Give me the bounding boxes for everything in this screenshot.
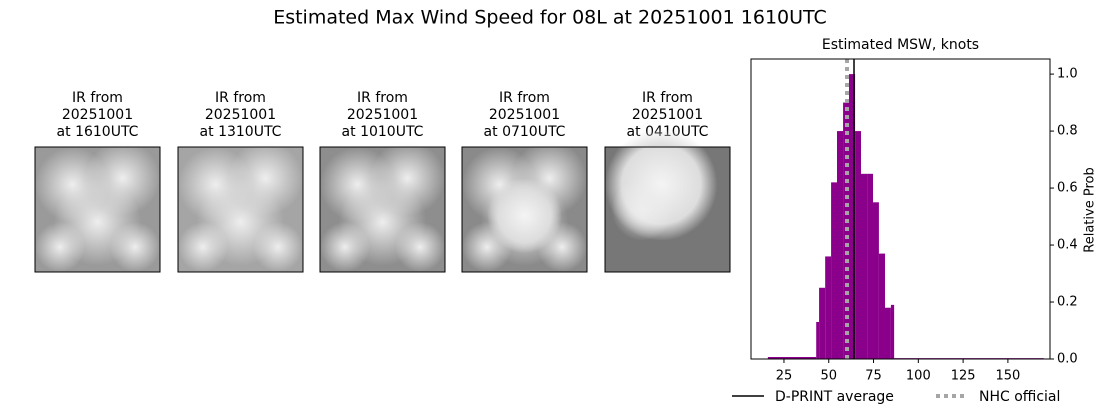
x-tick-label: 150 <box>995 369 1020 384</box>
panel-caption: IR from <box>215 90 266 106</box>
bar <box>878 253 886 359</box>
panel-caption: IR from <box>357 90 408 106</box>
image-frame <box>461 146 588 273</box>
cloud <box>253 222 303 272</box>
ir-image <box>604 128 731 273</box>
image-frame <box>177 146 304 273</box>
plot-frame <box>750 58 1051 360</box>
bar <box>816 321 820 359</box>
cloud <box>110 222 160 272</box>
panel-caption: 20251001 <box>62 107 133 123</box>
image-frame <box>604 146 731 273</box>
panel-caption: at 1010UTC <box>342 124 424 140</box>
y-tick-label: 0.0 <box>1057 352 1078 367</box>
panel-caption: 20251001 <box>632 107 703 123</box>
x-tick-label: 50 <box>820 369 837 384</box>
y-tick-label: 1.0 <box>1057 67 1078 82</box>
panel-caption: at 1610UTC <box>57 124 139 140</box>
y-tick-label: 0.8 <box>1057 124 1078 139</box>
y-tick-label: 0.2 <box>1057 295 1078 310</box>
panel-caption: 20251001 <box>205 107 276 123</box>
bar <box>767 357 817 359</box>
bar <box>873 202 879 359</box>
y-tick-label: 0.4 <box>1057 238 1078 253</box>
bar <box>855 131 861 359</box>
cloud <box>35 222 85 272</box>
figure-title: Estimated Max Wind Speed for 08L at 2025… <box>273 7 827 29</box>
ir-image <box>34 140 161 273</box>
image-frame <box>34 146 161 273</box>
bar <box>860 173 868 359</box>
ir-image <box>177 140 304 273</box>
ir-image <box>319 140 446 273</box>
panel-caption: IR from <box>642 90 693 106</box>
bar <box>831 182 837 359</box>
legend-label: NHC official <box>979 389 1060 405</box>
x-tick-label: 75 <box>865 369 882 384</box>
bar <box>836 131 844 359</box>
panel-caption: at 1310UTC <box>200 124 282 140</box>
y-axis-label: Relative Prob <box>1083 167 1098 252</box>
panel-caption: IR from <box>72 90 123 106</box>
bar <box>819 287 826 359</box>
image-frame <box>319 146 446 273</box>
bar <box>825 256 832 359</box>
bar <box>867 173 874 359</box>
bar <box>848 74 856 359</box>
cloud <box>178 222 228 272</box>
x-tick-label: 100 <box>906 369 931 384</box>
cloud <box>320 222 370 272</box>
x-tick-label: 125 <box>951 369 976 384</box>
panel-caption: IR from <box>499 90 550 106</box>
bar <box>890 304 895 359</box>
x-tick-label: 25 <box>776 369 793 384</box>
cloud <box>395 222 445 272</box>
y-tick-label: 0.6 <box>1057 181 1078 196</box>
cloud <box>487 178 562 254</box>
cloud <box>611 178 674 241</box>
bar <box>885 307 891 359</box>
panel-caption: 20251001 <box>347 107 418 123</box>
ir-image <box>461 140 588 273</box>
chart-title: Estimated MSW, knots <box>822 37 979 53</box>
panel-caption: 20251001 <box>489 107 560 123</box>
panel-caption: at 0710UTC <box>484 124 566 140</box>
legend-label: D-PRINT average <box>775 389 894 405</box>
